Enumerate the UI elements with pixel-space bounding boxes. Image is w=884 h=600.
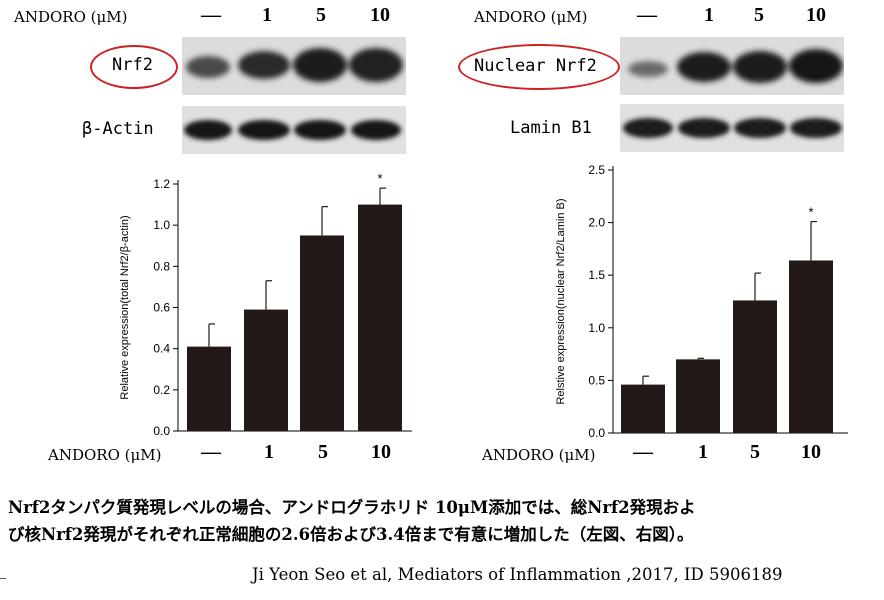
left-header-dose-1: 1	[262, 4, 272, 26]
left-bar-2	[300, 235, 344, 431]
right-significance-3: *	[808, 205, 813, 220]
left-x-tick-3: 10	[371, 441, 391, 463]
right-y-tick-label-5: 2.5	[588, 163, 605, 177]
caption-line-2: び核Nrf2発現がそれぞれ正常細胞の2.6倍および3.4倍まで有意に増加した（左…	[8, 525, 694, 544]
beta-actin-western-blot	[182, 106, 406, 154]
caption-line-1: Nrf2タンパク質発現レベルの場合、アンドログラホリド 10μM添加では、総Nr…	[8, 498, 696, 517]
right-y-tick-label-0: 0.0	[588, 426, 605, 440]
left-header-dose-2: 5	[316, 4, 326, 26]
left-significance-3: *	[377, 171, 382, 186]
right-header-dose-3: 10	[806, 4, 826, 26]
right-bar-chart: 0.0 0.5 1.0 1.5 2.0 2.5 Relstive expression(nu…	[555, 163, 848, 440]
left-header-dose-3: 10	[370, 4, 390, 26]
nrf2-highlight-oval	[90, 45, 178, 89]
left-bar-1	[244, 309, 288, 431]
right-y-tick-label-3: 1.5	[588, 268, 605, 282]
right-y-tick-label-1: 0.5	[588, 373, 605, 387]
right-y-tick-label-4: 2.0	[588, 216, 605, 230]
nrf2-western-blot	[182, 37, 406, 95]
right-bar-1	[676, 359, 720, 433]
nrf2-blot-label: Nrf2	[112, 55, 153, 75]
right-header-dose-2: 5	[754, 4, 764, 26]
left-x-axis-label: ANDORO (μM)	[48, 446, 162, 464]
beta-actin-blot-label: β-Actin	[82, 119, 154, 139]
right-x-tick-3: 10	[801, 441, 821, 463]
left-bar-3	[358, 204, 402, 431]
page-edge-mark	[0, 578, 6, 579]
left-y-tick-label-3: 0.6	[153, 301, 170, 315]
left-y-axis-title: Relative expression(total Nrf2/β-actin)	[119, 215, 131, 399]
right-header-label: ANDORO (μM)	[474, 8, 588, 26]
left-y-tick-label-6: 1.2	[153, 177, 170, 191]
nuclear-nrf2-western-blot	[620, 37, 844, 95]
right-y-axis-title: Relstive expression(nuclear Nrf2/Lamin B…	[555, 198, 567, 404]
left-header-label: ANDORO (μM)	[14, 8, 128, 26]
right-bar-2	[733, 300, 777, 433]
right-y-tick-label-2: 1.0	[588, 321, 605, 335]
left-x-tick-2: 5	[318, 441, 328, 463]
right-bar-0	[621, 384, 665, 433]
left-y-tick-label-0: 0.0	[153, 424, 170, 438]
left-y-tick-label-4: 0.8	[153, 259, 170, 273]
left-x-tick-0: —	[201, 441, 221, 463]
left-y-tick-label-1: 0.2	[153, 383, 170, 397]
right-x-tick-2: 5	[750, 441, 760, 463]
left-bar-chart: 0.0 0.2 0.4 0.6 0.8 1.0 1.2 Relative expression…	[119, 171, 412, 438]
nuclear-nrf2-highlight-oval	[458, 44, 620, 90]
right-x-axis-label: ANDORO (μM)	[482, 446, 596, 464]
lamin-b1-western-blot	[620, 104, 844, 152]
left-y-tick-label-2: 0.4	[153, 342, 170, 356]
lamin-b1-blot-label: Lamin B1	[510, 118, 592, 138]
left-bar-0	[187, 346, 231, 431]
right-header-dose-1: 1	[704, 4, 714, 26]
citation: Ji Yeon Seo et al, Mediators of Inflamma…	[252, 565, 783, 584]
left-x-tick-1: 1	[264, 441, 274, 463]
right-x-tick-0: —	[633, 441, 653, 463]
right-bar-3	[789, 260, 833, 433]
left-header-dose-0: —	[201, 4, 221, 26]
right-header-dose-0: —	[637, 4, 657, 26]
nuclear-nrf2-blot-label: Nuclear Nrf2	[474, 56, 597, 76]
left-y-tick-label-5: 1.0	[153, 218, 170, 232]
right-x-tick-1: 1	[698, 441, 708, 463]
